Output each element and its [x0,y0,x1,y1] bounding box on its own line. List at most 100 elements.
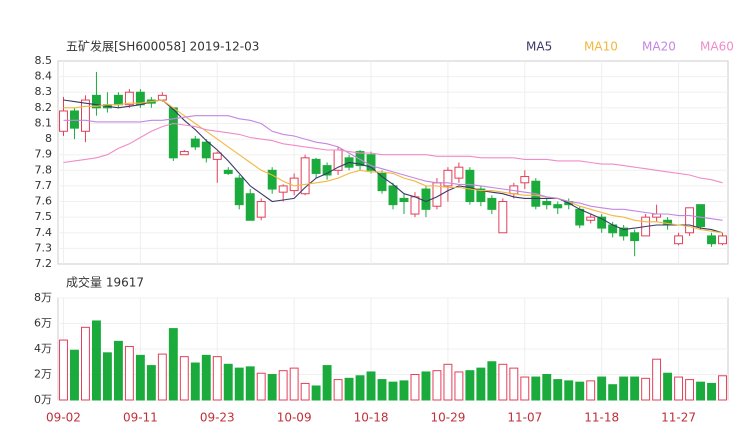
volume-bar [267,374,277,401]
volume-bar [586,380,596,401]
x-tick-label: 11-18 [584,411,619,425]
y-tick-label: 7.8 [35,163,53,176]
candle-body [366,154,376,171]
candle-body [443,169,453,187]
x-tick-label: 09-02 [46,411,81,425]
chart-title: 五矿发展[SH600058] 2019-12-03 [66,39,259,54]
volume-bar [443,363,453,401]
ma-line [63,99,723,234]
ma-line [63,115,723,221]
volume-tick-label: 4万 [34,342,52,355]
volume-bar [59,339,68,401]
candle-body [542,201,552,206]
y-tick-label: 7.9 [35,148,53,161]
candle-body [685,207,695,234]
volume-bar [322,365,332,401]
volume-bar [81,326,90,401]
volume-bar [168,328,178,401]
candle-body [377,172,387,192]
candle-body [168,107,178,159]
y-tick-label: 7.6 [35,195,53,208]
volume-bar [531,376,541,401]
legend-label: MA10 [584,40,618,54]
candle-body [190,138,200,148]
volume-bar [234,367,244,401]
y-tick-label: 8.3 [35,85,53,98]
y-tick-label: 7.2 [35,257,53,270]
ma-line [63,99,723,234]
volume-bar [707,382,716,401]
volume-bar [465,370,475,401]
volume-bar [674,376,684,401]
y-tick-label: 7.7 [35,179,53,192]
candle-body [91,94,101,109]
candle-body [630,232,640,242]
y-tick-label: 7.4 [35,226,53,239]
ma-line [63,122,723,184]
y-tick-label: 8.1 [35,116,53,129]
volume-bar [113,340,123,401]
y-tick-label: 7.5 [35,210,53,223]
volume-bar [333,379,343,401]
candle-body [399,197,409,203]
volume-bar [366,371,376,401]
legend-label: MA20 [642,40,676,54]
volume-bar [223,363,233,401]
candle-body [355,151,365,167]
y-tick-label: 7.3 [35,241,53,254]
volume-bar [388,381,398,401]
volume-bar [696,381,705,401]
candle-body [707,235,716,245]
candle-body [465,169,475,203]
volume-bar [619,376,629,401]
volume-bar [432,370,442,401]
candle-body [696,204,705,228]
volume-bar [564,380,574,401]
candle-body [575,208,585,226]
volume-bar [179,356,189,401]
volume-bar [509,367,519,401]
y-tick-label: 8.2 [35,101,53,114]
candle-body [179,151,189,156]
volume-title: 成交量 19617 [66,275,144,290]
candle-body [553,204,563,209]
candle-body [476,188,486,203]
volume-tick-label: 8万 [34,291,52,304]
x-tick-label: 10-09 [277,411,312,425]
volume-bar [344,377,354,401]
volume-bar [212,356,222,401]
volume-bar [102,352,112,401]
volume-bar [377,379,387,401]
volume-bar [652,358,662,401]
volume-bar [289,367,299,401]
candle-body [586,216,596,221]
candle-body [322,165,332,176]
volume-bar [476,367,486,401]
volume-bar [201,354,211,401]
candle-body [520,176,530,184]
volume-tick-label: 0万 [34,393,52,406]
candle-body [124,91,134,106]
candle-body [619,227,629,237]
y-tick-label: 8.5 [35,54,53,67]
volume-bar [630,376,640,401]
candle-body [718,235,727,245]
volume-bar [146,365,156,401]
volume-bar [355,375,365,401]
x-tick-label: 09-11 [123,411,158,425]
volume-tick-label: 6万 [34,317,52,330]
x-tick-label: 10-29 [430,411,465,425]
volume-bar [300,382,310,401]
y-tick-label: 8 [45,132,52,145]
candle-body [59,110,68,132]
volume-bar [498,363,508,401]
candle-body [81,99,90,132]
volume-bar [487,361,497,401]
volume-bar [91,320,101,401]
volume-bar [190,362,200,401]
candle-body [278,185,288,193]
legend-label: MA60 [700,40,734,54]
volume-bar [278,370,288,401]
candle-body [113,94,123,106]
